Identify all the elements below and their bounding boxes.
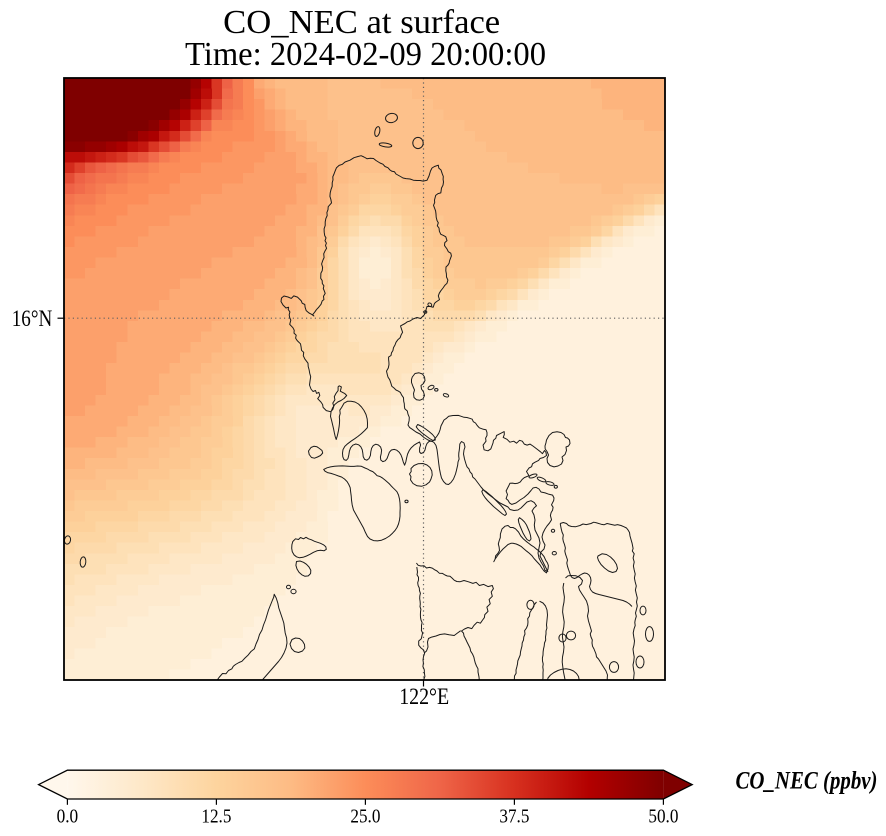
- svg-text:Time: 2024-02-09 20:00:00: Time: 2024-02-09 20:00:00: [185, 36, 546, 73]
- svg-text:CO_NEC (ppbv): CO_NEC (ppbv): [736, 768, 878, 795]
- svg-text:122°E: 122°E: [399, 684, 449, 710]
- svg-text:37.5: 37.5: [499, 806, 529, 828]
- svg-text:16°N: 16°N: [12, 306, 53, 332]
- svg-text:50.0: 50.0: [648, 806, 678, 828]
- svg-text:CO_NEC at surface: CO_NEC at surface: [223, 4, 500, 41]
- svg-text:0.0: 0.0: [57, 806, 79, 828]
- svg-text:12.5: 12.5: [201, 806, 231, 828]
- svg-text:25.0: 25.0: [350, 806, 380, 828]
